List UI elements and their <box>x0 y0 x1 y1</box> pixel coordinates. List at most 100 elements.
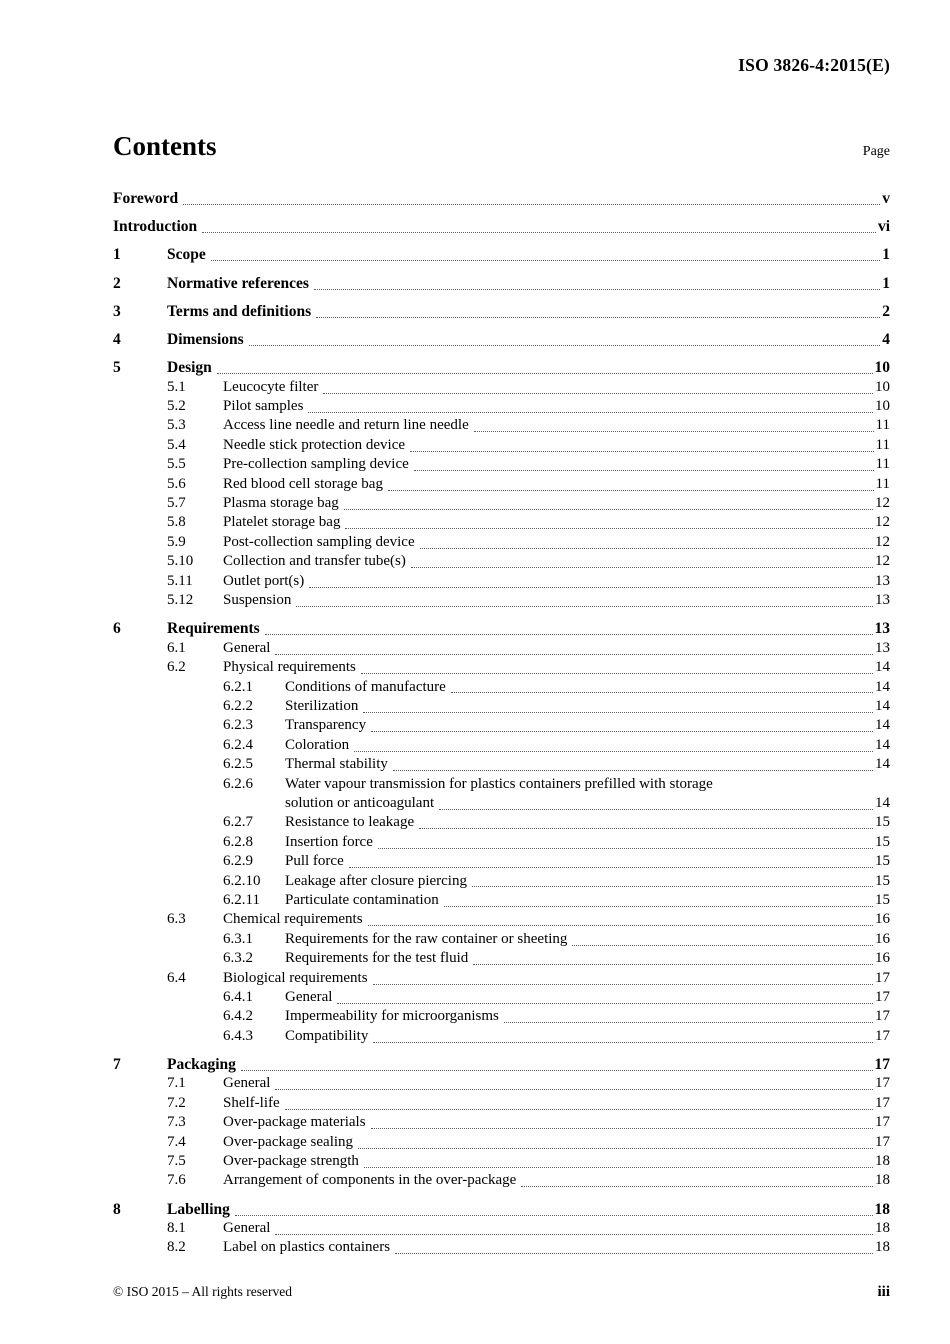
toc-entry-page: 10 <box>874 359 891 377</box>
toc-entry[interactable]: 5.5 Pre-collection sampling device 11 <box>113 455 890 474</box>
toc-entry[interactable]: 8 Labelling 18 <box>113 1200 890 1219</box>
toc-entry[interactable]: 6.2.10 Leakage after closure piercing 15 <box>113 872 890 891</box>
toc-entry-number: 5.8 <box>167 514 186 531</box>
toc-entry-number: 1 <box>113 246 121 264</box>
toc-entry[interactable]: 7.3 Over-package materials 17 <box>113 1113 890 1132</box>
toc-entry[interactable]: 6.2 Physical requirements 14 <box>113 658 890 677</box>
toc-dot-leader <box>210 260 881 262</box>
toc-entry[interactable]: 6.2.5 Thermal stability 14 <box>113 755 890 774</box>
toc-entry[interactable]: 6 Requirements 13 <box>113 619 890 638</box>
toc-entry[interactable]: 5 Design 10 <box>113 358 890 377</box>
toc-entry[interactable]: 6.2.8 Insertion force 15 <box>113 833 890 852</box>
toc-entry[interactable]: 5.10 Collection and transfer tube(s) 12 <box>113 552 890 571</box>
toc-entry-page: 2 <box>882 302 890 320</box>
toc-entry-title: Requirements <box>167 620 260 638</box>
toc-dot-leader <box>419 547 873 549</box>
toc-entry[interactable]: 7.5 Over-package strength 18 <box>113 1152 890 1171</box>
toc-entry[interactable]: 6.4.2 Impermeability for microorganisms 17 <box>113 1007 890 1026</box>
toc-entry-number: 6.4.1 <box>223 989 253 1006</box>
toc-dot-leader <box>358 1147 873 1149</box>
toc-entry[interactable]: 5.6 Red blood cell storage bag 11 <box>113 475 890 494</box>
toc-entry-page: 1 <box>882 274 890 292</box>
toc-entry[interactable]: 5.8 Platelet storage bag 12 <box>113 513 890 532</box>
toc-entry-page: 17 <box>875 1133 890 1150</box>
toc-entry-page: 13 <box>875 572 890 589</box>
toc-entry[interactable]: solution or anticoagulant 14 <box>113 794 890 813</box>
toc-entry[interactable]: 7.6 Arrangement of components in the over… <box>113 1171 890 1190</box>
toc-dot-leader <box>473 964 873 966</box>
toc-entry[interactable]: 7.4 Over-package sealing 17 <box>113 1133 890 1152</box>
toc-entry[interactable]: 6.2.3 Transparency 14 <box>113 716 890 735</box>
toc-entry-page: 17 <box>875 1094 890 1111</box>
toc-dot-leader <box>234 1214 873 1216</box>
toc-entry[interactable]: 5.4 Needle stick protection device 11 <box>113 436 890 455</box>
toc-entry[interactable]: 3 Terms and definitions 2 <box>113 302 890 321</box>
toc-entry[interactable]: 6.2.1 Conditions of manufacture 14 <box>113 678 890 697</box>
toc-entry-title: Transparency <box>285 717 367 734</box>
toc-entry[interactable]: 6.1 General 13 <box>113 639 890 658</box>
toc-entry[interactable]: 5.7 Plasma storage bag 12 <box>113 494 890 513</box>
toc-dot-leader <box>323 392 873 394</box>
toc-entry[interactable]: 6.2.9 Pull force 15 <box>113 852 890 871</box>
toc-entry-number: 6.3.2 <box>223 950 253 967</box>
toc-entry[interactable]: 4 Dimensions 4 <box>113 330 890 349</box>
toc-dot-leader <box>377 847 873 849</box>
toc-entry[interactable]: 6.2.6 Water vapour transmission for plast… <box>113 775 890 794</box>
toc-entry-number: 7.3 <box>167 1114 186 1131</box>
toc-entry[interactable]: 1 Scope 1 <box>113 245 890 264</box>
toc-entry[interactable]: 7.1 General 17 <box>113 1074 890 1093</box>
toc-entry[interactable]: 5.11 Outlet port(s) 13 <box>113 572 890 591</box>
toc-entry[interactable]: 6.3 Chemical requirements 16 <box>113 910 890 929</box>
toc-entry-number: 6.1 <box>167 639 186 656</box>
toc-entry-page: 11 <box>875 436 890 453</box>
toc-entry[interactable]: Foreword v <box>113 189 890 208</box>
toc-entry[interactable]: 5.1 Leucocyte filter 10 <box>113 378 890 397</box>
toc-entry-title: Physical requirements <box>223 659 356 676</box>
toc-entry[interactable]: 2 Normative references 1 <box>113 274 890 293</box>
toc-entry[interactable]: 8.2 Label on plastics containers 18 <box>113 1238 890 1257</box>
toc-entry-page: 13 <box>874 620 891 638</box>
toc-dot-leader <box>343 508 873 510</box>
toc-dot-leader <box>360 673 873 675</box>
toc-dot-leader <box>373 1041 873 1043</box>
toc-entry-page: 14 <box>875 659 890 676</box>
toc-dot-leader <box>354 750 873 752</box>
toc-dot-leader <box>370 1128 873 1130</box>
toc-entry-number: 6.2.7 <box>223 814 253 831</box>
toc-entry-number: 7 <box>113 1056 121 1074</box>
toc-entry[interactable]: 6.3.2 Requirements for the test fluid 16 <box>113 949 890 968</box>
contents-header: Contents Page <box>113 133 890 160</box>
toc-entry-title: Impermeability for microorganisms <box>285 1008 499 1025</box>
toc-entry[interactable]: 6.4.1 General 17 <box>113 988 890 1007</box>
toc-entry-title: Terms and definitions <box>167 302 312 320</box>
toc-entry-title: Red blood cell storage bag <box>223 475 383 492</box>
toc-entry-title: Labelling <box>167 1200 230 1218</box>
toc-entry-number: 5.5 <box>167 456 186 473</box>
toc-entry-title: General <box>285 989 333 1006</box>
toc-entry[interactable]: 6.4 Biological requirements 17 <box>113 969 890 988</box>
toc-entry-page: 14 <box>875 717 890 734</box>
toc-entry-page: 1 <box>882 246 890 264</box>
toc-entry[interactable]: 6.3.1 Requirements for the raw container … <box>113 930 890 949</box>
toc-entry[interactable]: 6.2.2 Sterilization 14 <box>113 697 890 716</box>
toc-entry[interactable]: 7.2 Shelf-life 17 <box>113 1094 890 1113</box>
toc-entry[interactable]: 5.2 Pilot samples 10 <box>113 397 890 416</box>
toc-entry[interactable]: 6.4.3 Compatibility 17 <box>113 1027 890 1046</box>
toc-entry[interactable]: 8.1 General 18 <box>113 1219 890 1238</box>
toc-entry[interactable]: 7 Packaging 17 <box>113 1055 890 1074</box>
toc-entry[interactable]: 5.12 Suspension 13 <box>113 591 890 610</box>
toc-entry[interactable]: 6.2.11 Particulate contamination 15 <box>113 891 890 910</box>
toc-entry-title: Thermal stability <box>285 756 388 773</box>
toc-entry[interactable]: 5.9 Post-collection sampling device 12 <box>113 533 890 552</box>
contents-title: Contents <box>113 131 217 161</box>
toc-entry-title: Scope <box>167 246 206 264</box>
toc-entry-title: Arrangement of components in the over-pa… <box>223 1172 517 1189</box>
toc-entry[interactable]: 5.3 Access line needle and return line ne… <box>113 416 890 435</box>
toc-entry-page: 14 <box>875 678 890 695</box>
toc-entry[interactable]: 6.2.7 Resistance to leakage 15 <box>113 813 890 832</box>
toc-entry[interactable]: 6.2.4 Coloration 14 <box>113 736 890 755</box>
toc-entry-page: 14 <box>875 794 890 811</box>
toc-entry[interactable]: Introduction vi <box>113 217 890 236</box>
toc-entry-title: Leucocyte filter <box>223 378 319 395</box>
toc-entry-number: 5.4 <box>167 436 186 453</box>
